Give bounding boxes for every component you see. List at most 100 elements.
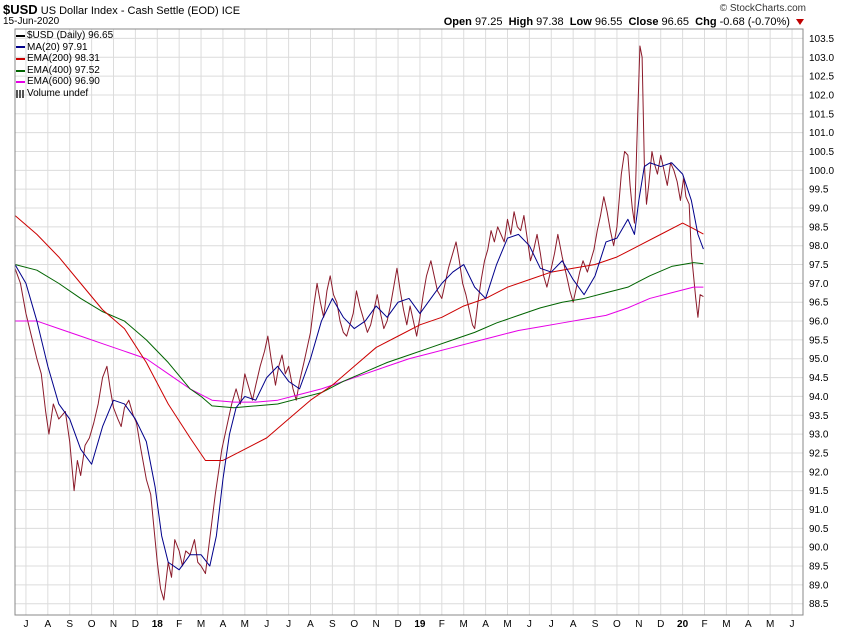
y-tick-label: 92.5 [809, 448, 829, 459]
x-tick-label: M [460, 619, 468, 630]
x-tick-label: J [790, 619, 795, 630]
y-tick-label: 88.5 [809, 599, 829, 610]
legend-label: EMA(400) 97.52 [27, 64, 100, 76]
x-tick-label: 18 [152, 619, 164, 630]
ema-600-line [15, 286, 704, 403]
high-value: 97.38 [536, 16, 564, 28]
y-tick-label: 90.5 [809, 524, 829, 535]
low-value: 96.55 [594, 16, 623, 28]
y-tick-label: 98.0 [809, 241, 829, 252]
x-tick-label: A [307, 619, 314, 630]
x-tick-label: N [110, 619, 117, 630]
legend-label: Volume undef [27, 87, 89, 99]
close-value: 96.65 [661, 16, 690, 28]
legend-swatch [16, 46, 25, 49]
x-tick-label: J [549, 619, 554, 630]
chg-label: Chg [695, 16, 717, 28]
y-tick-label: 93.5 [809, 411, 829, 422]
y-tick-label: 89.0 [809, 580, 829, 591]
x-tick-label: N [635, 619, 642, 630]
y-tick-label: 89.5 [809, 562, 829, 573]
ma-20-line [14, 162, 704, 571]
x-tick-label: A [220, 619, 227, 630]
legend-item-price: $USD (Daily) 96.65 [16, 30, 113, 42]
open-label: Open [443, 16, 472, 28]
legend-item-ema400: EMA(400) 97.52 [16, 65, 113, 77]
ema-400-line [14, 262, 704, 409]
legend-label: MA(20) 97.91 [27, 41, 88, 53]
y-tick-label: 102.5 [809, 72, 834, 83]
x-tick-label: J [286, 619, 291, 630]
x-tick-label: M [722, 619, 730, 630]
x-tick-label: 19 [414, 619, 426, 630]
legend-item-ema600: EMA(600) 96.90 [16, 76, 113, 88]
y-tick-label: 91.5 [809, 486, 829, 497]
watermark: © StockCharts.com [719, 3, 806, 14]
legend-swatch [16, 57, 25, 60]
high-label: High [508, 16, 534, 28]
y-tick-label: 92.0 [809, 467, 829, 478]
x-tick-label: 20 [677, 619, 689, 630]
y-tick-label: 101.5 [809, 109, 834, 120]
x-tick-label: F [176, 619, 182, 630]
instrument-name: US Dollar Index - Cash Settle (EOD) [40, 5, 219, 17]
legend-swatch [16, 69, 25, 72]
legend-item-ma20: MA(20) 97.91 [16, 42, 113, 54]
legend-label: EMA(200) 98.31 [27, 53, 100, 65]
y-tick-label: 96.0 [809, 317, 829, 328]
y-tick-label: 95.5 [809, 335, 829, 346]
legend-label: EMA(600) 96.90 [27, 76, 100, 88]
x-tick-label: J [23, 619, 28, 630]
open-value: 97.25 [474, 16, 503, 28]
legend-swatch [16, 34, 25, 37]
x-tick-label: O [88, 619, 96, 630]
plot-border [14, 28, 804, 616]
plot-background [15, 29, 803, 615]
x-tick-label: J [527, 619, 532, 630]
y-tick-label: 93.0 [809, 430, 829, 441]
x-tick-label: S [66, 619, 73, 630]
x-tick-label: N [373, 619, 380, 630]
y-tick-label: 103.5 [809, 34, 834, 45]
x-tick-label: A [44, 619, 51, 630]
x-tick-label: D [657, 619, 664, 630]
y-tick-label: 94.5 [809, 373, 829, 384]
chart-title: $USD US Dollar Index - Cash Settle (EOD)… [3, 2, 240, 17]
y-tick-label: 103.0 [809, 53, 834, 64]
y-tick-label: 95.0 [809, 354, 829, 365]
x-tick-label: S [329, 619, 336, 630]
x-tick-label: D [132, 619, 139, 630]
legend-swatch [16, 81, 25, 84]
x-tick-label: J [264, 619, 269, 630]
legend-item-ema200: EMA(200) 98.31 [16, 53, 113, 65]
x-tick-label: A [745, 619, 752, 630]
symbol: $USD [3, 2, 38, 17]
chg-value: -0.68 (-0.70%) [719, 16, 790, 28]
x-tick-label: S [592, 619, 599, 630]
x-tick-label: M [241, 619, 249, 630]
chart-date: 15-Jun-2020 [3, 16, 60, 27]
y-tick-label: 90.0 [809, 543, 829, 554]
y-tick-label: 94.0 [809, 392, 829, 403]
x-tick-label: O [613, 619, 621, 630]
x-tick-label: D [394, 619, 401, 630]
legend: $USD (Daily) 96.65 MA(20) 97.91 EMA(200)… [16, 30, 113, 100]
legend-item-volume: Volume undef [16, 88, 113, 100]
y-tick-label: 102.0 [809, 90, 834, 101]
x-tick-label: F [701, 619, 707, 630]
close-label: Close [628, 16, 659, 28]
y-tick-label: 97.5 [809, 260, 829, 271]
exchange: ICE [221, 5, 241, 17]
x-tick-label: A [570, 619, 577, 630]
x-tick-label: A [482, 619, 489, 630]
y-tick-label: 97.0 [809, 279, 829, 290]
y-tick-label: 99.0 [809, 204, 829, 215]
y-tick-label: 99.5 [809, 185, 829, 196]
ohlc-readout: Open 97.25 High 97.38 Low 96.55 Close 96… [444, 16, 804, 28]
x-tick-label: O [350, 619, 358, 630]
low-label: Low [569, 16, 592, 28]
y-tick-label: 98.5 [809, 222, 829, 233]
y-tick-label: 100.5 [809, 147, 834, 158]
x-tick-label: M [766, 619, 774, 630]
